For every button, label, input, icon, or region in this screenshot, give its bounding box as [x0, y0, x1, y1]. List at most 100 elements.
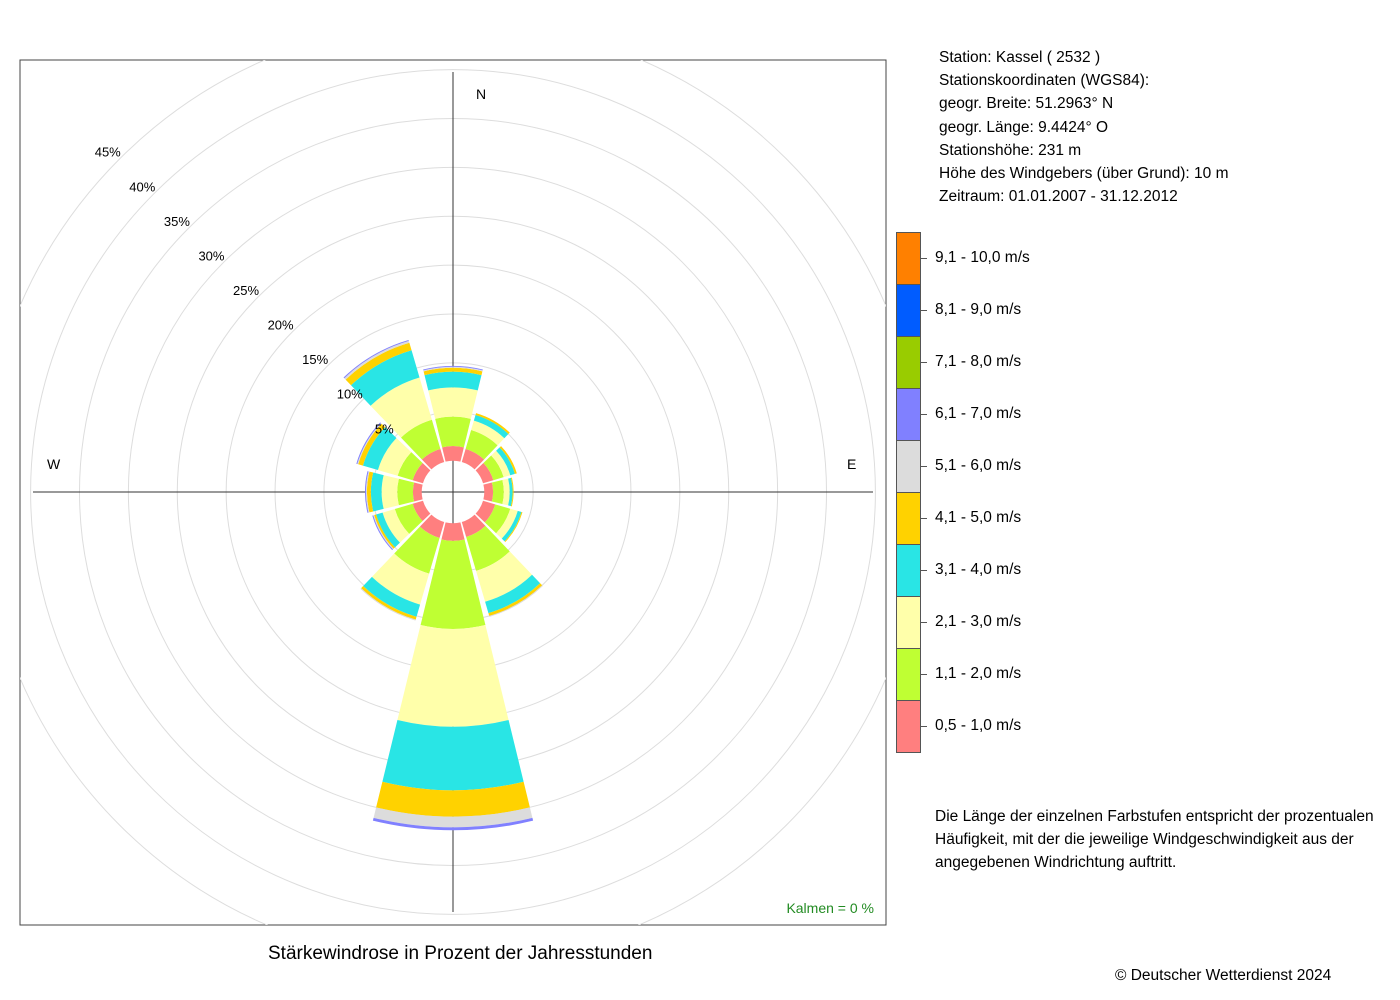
- sector-270-class-4: [370, 472, 384, 512]
- sector-180-class-3: [397, 624, 509, 727]
- sector-90-class-5: [510, 477, 514, 507]
- sector-210-class-4: [363, 576, 421, 617]
- sector-120-class-2: [484, 504, 511, 534]
- legend-swatch: [896, 648, 921, 701]
- sector-270-class-7: [365, 471, 369, 513]
- sector-150-class-3: [476, 551, 533, 602]
- ring-label: 20%: [268, 318, 294, 333]
- chart-title: Stärkewindrose in Prozent der Jahresstun…: [268, 943, 653, 964]
- ring-label: 35%: [164, 214, 190, 229]
- copyright: © Deutscher Wetterdienst 2024: [1115, 967, 1332, 984]
- ring-label: 40%: [129, 179, 155, 194]
- sector-60-class-3: [491, 450, 511, 478]
- sector-180-class-2: [420, 539, 486, 629]
- station-info: Station: Kassel ( 2532 ) Stationskoordin…: [939, 46, 1228, 208]
- sector-90-class-4: [508, 477, 513, 507]
- legend-tick: [921, 258, 927, 259]
- sector-0-class-5: [423, 367, 483, 376]
- legend-label: 9,1 - 10,0 m/s: [935, 249, 1030, 266]
- sector-240-class-5: [374, 514, 396, 549]
- sector-60-class-4: [496, 447, 515, 476]
- time-period: Zeitraum: 01.01.2007 - 31.12.2012: [939, 188, 1178, 206]
- ring-label: 5%: [375, 421, 394, 436]
- sector-300-class-3: [377, 437, 412, 476]
- sector-270-class-3: [381, 475, 399, 509]
- sector-270-class-5: [366, 471, 374, 513]
- sector-0-class-3: [428, 387, 478, 419]
- sector-120-class-4: [501, 510, 522, 542]
- ring-label: 45%: [95, 145, 121, 160]
- sector-30-class-3: [471, 420, 505, 446]
- sector-330-class-5: [345, 342, 412, 386]
- legend-tick: [921, 310, 927, 311]
- ring-labels: 5% 10% 15% 20% 25% 30% 35% 40% 45%: [95, 145, 394, 437]
- sector-210-class-5: [361, 586, 417, 620]
- calm-label: Kalmen = 0 %: [786, 900, 874, 916]
- sector-210-class-3: [371, 553, 430, 605]
- sector-60-class-2: [483, 455, 504, 481]
- sector-0-class-2: [435, 416, 471, 448]
- sector-0-class-6: [423, 366, 483, 372]
- compass-label-north: N: [476, 86, 486, 102]
- sector-240-class-2: [394, 503, 423, 534]
- station-height: Stationshöhe: 231 m: [939, 141, 1082, 159]
- legend-label: 1,1 - 2,0 m/s: [935, 665, 1022, 682]
- sector-0-class-4: [424, 371, 482, 391]
- sector-0-class-7: [423, 365, 483, 371]
- legend-swatch: [896, 284, 921, 337]
- compass-label-east: E: [847, 456, 856, 472]
- sector-300-class-4: [362, 427, 397, 471]
- sector-330-class-2: [400, 419, 441, 460]
- sector-120-class-1: [475, 500, 496, 523]
- sector-60-class-1: [475, 462, 494, 484]
- legend-tick: [921, 622, 927, 623]
- sector-120-class-5: [504, 512, 523, 542]
- station-latitude: geogr. Breite: 51.2963° N: [939, 95, 1114, 113]
- sector-150-class-5: [488, 583, 543, 616]
- grid-ring-40: [30, 69, 876, 915]
- sector-90-class-2: [491, 479, 504, 505]
- legend-swatch: [896, 492, 921, 545]
- sector-30-class-1: [461, 448, 485, 470]
- legend-label: 6,1 - 7,0 m/s: [935, 405, 1022, 422]
- sector-330-class-1: [421, 448, 445, 470]
- sector-270-class-6: [365, 471, 370, 513]
- legend-swatch: [896, 336, 921, 389]
- sector-120-class-3: [496, 508, 518, 539]
- explanation-note: Die Länge der einzelnen Farbstufen entsp…: [935, 808, 1374, 871]
- ring-label: 30%: [198, 248, 224, 263]
- station-name: Station: Kassel ( 2532 ): [939, 49, 1101, 66]
- sector-330-class-4: [350, 350, 420, 406]
- sector-180-class-1: [441, 522, 465, 541]
- sensor-height: Höhe des Windgebers (über Grund): 10 m: [939, 165, 1229, 183]
- sector-90-class-3: [502, 478, 510, 506]
- legend-label: 7,1 - 8,0 m/s: [935, 353, 1022, 370]
- sector-0-class-1: [442, 446, 464, 462]
- wind-sectors: [343, 339, 543, 831]
- sector-30-class-5: [475, 413, 510, 435]
- legend-swatch: [896, 440, 921, 493]
- sector-270-class-2: [397, 478, 415, 506]
- legend-tick: [921, 414, 927, 415]
- sector-270-class-1: [412, 482, 423, 502]
- sector-90-class-1: [483, 482, 494, 502]
- sector-330-class-6: [344, 340, 410, 380]
- sector-180-class-7: [372, 817, 534, 831]
- sector-240-class-3: [382, 509, 410, 543]
- sector-30-class-2: [465, 430, 498, 460]
- legend-swatch: [896, 700, 921, 753]
- sector-30-class-4: [473, 415, 509, 439]
- ring-label: 10%: [337, 387, 363, 402]
- legend-swatch: [896, 596, 921, 649]
- speed-legend: 9,1 - 10,0 m/s 8,1 - 9,0 m/s 7,1 - 8,0 m/s…: [896, 232, 1030, 753]
- sector-180-class-5: [376, 781, 530, 817]
- sector-300-class-1: [412, 462, 431, 484]
- sector-150-class-2: [466, 525, 510, 571]
- legend-tick: [921, 674, 927, 675]
- legend-label: 5,1 - 6,0 m/s: [935, 457, 1022, 474]
- sector-180-class-6: [373, 807, 533, 828]
- legend-label: 3,1 - 4,0 m/s: [935, 561, 1022, 578]
- legend-label: 4,1 - 5,0 m/s: [935, 509, 1022, 526]
- ring-label: 25%: [233, 283, 259, 298]
